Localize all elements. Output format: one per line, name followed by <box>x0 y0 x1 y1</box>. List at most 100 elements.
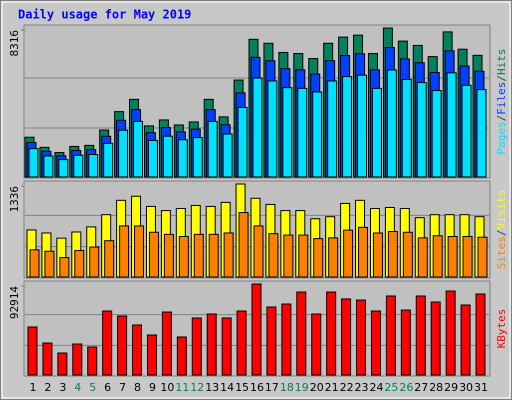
bar <box>415 295 426 376</box>
bar <box>326 291 337 376</box>
bar <box>328 237 339 278</box>
bar <box>236 310 247 376</box>
legend-entry: KBytes <box>495 309 508 349</box>
bar <box>432 235 443 278</box>
bar <box>192 137 203 178</box>
legend-entry: Visits <box>495 190 508 230</box>
chart-title: Daily usage for May 2019 <box>18 8 191 22</box>
bar <box>387 231 398 278</box>
legend-separator: / <box>495 115 508 122</box>
bar <box>132 324 143 376</box>
x-tick-label: 20 <box>310 381 324 394</box>
bar <box>402 231 413 278</box>
bar <box>460 304 471 376</box>
x-tick-label: 10 <box>160 381 174 394</box>
bar <box>385 295 396 376</box>
bar <box>371 87 382 178</box>
x-tick-label: 12 <box>190 381 204 394</box>
bar <box>57 352 68 376</box>
legend-entry: Sites <box>495 236 508 269</box>
x-tick-label: 6 <box>104 381 111 394</box>
bar <box>370 310 381 376</box>
legend-entry: Hits <box>495 49 508 76</box>
x-tick-label: 2 <box>44 381 51 394</box>
bar <box>342 76 353 178</box>
bar <box>297 87 308 178</box>
bar <box>357 74 368 178</box>
bar <box>237 106 248 178</box>
x-tick-label: 15 <box>235 381 249 394</box>
x-tick-label: 17 <box>265 381 279 394</box>
bar <box>251 283 262 376</box>
bar <box>268 233 279 278</box>
bar <box>386 69 397 178</box>
x-tick-label: 3 <box>59 381 66 394</box>
bar <box>343 229 354 278</box>
bar <box>475 293 486 376</box>
bar <box>462 235 473 278</box>
x-tick-label: 28 <box>429 381 443 394</box>
x-tick-label: 8 <box>134 381 141 394</box>
bar <box>148 231 159 278</box>
bar <box>477 236 488 278</box>
bar <box>252 77 263 178</box>
bar <box>445 290 456 376</box>
bar <box>253 225 264 278</box>
bar <box>117 315 128 376</box>
bar <box>222 133 233 178</box>
bar <box>42 342 53 376</box>
x-tick-label: 30 <box>459 381 473 394</box>
x-tick-label: 16 <box>250 381 264 394</box>
bar <box>312 91 323 178</box>
legend-separator: / <box>495 75 508 82</box>
bar <box>207 120 218 178</box>
bar <box>102 310 113 376</box>
bar <box>163 233 174 278</box>
bar <box>446 72 457 178</box>
bar <box>476 89 487 178</box>
bar <box>72 343 83 376</box>
bar <box>29 249 40 278</box>
bar <box>177 139 188 178</box>
x-tick-label: 19 <box>295 381 309 394</box>
bar <box>162 135 173 178</box>
x-tick-label: 14 <box>220 381 234 394</box>
bar <box>356 299 367 376</box>
bar <box>266 306 277 376</box>
bar <box>283 234 294 278</box>
bar <box>206 313 217 376</box>
bar <box>103 142 114 178</box>
bar <box>208 233 219 278</box>
x-tick-label: 29 <box>444 381 458 394</box>
bar <box>447 235 458 278</box>
bar <box>223 232 234 278</box>
bar <box>400 309 411 376</box>
bar <box>193 233 204 278</box>
legend-separator: / <box>495 230 508 237</box>
legend-entry: Files <box>495 82 508 115</box>
x-tick-label: 11 <box>175 381 189 394</box>
x-tick-label: 4 <box>74 381 81 394</box>
legend: KBytes <box>495 309 508 349</box>
x-tick-label: 18 <box>280 381 294 394</box>
y-tick-label: 92914 <box>8 286 21 319</box>
bar <box>161 311 172 376</box>
x-tick-label: 13 <box>205 381 219 394</box>
bar <box>417 237 428 278</box>
bar <box>147 139 158 178</box>
x-tick-label: 26 <box>399 381 413 394</box>
bar <box>27 326 38 376</box>
bar <box>178 235 189 278</box>
bar <box>59 257 70 278</box>
x-tick-label: 21 <box>325 381 339 394</box>
bar <box>311 313 322 376</box>
bar <box>176 336 187 376</box>
bar <box>267 80 278 178</box>
x-tick-label: 27 <box>414 381 428 394</box>
bar <box>28 148 39 178</box>
bar <box>88 154 99 178</box>
bar <box>327 80 338 178</box>
x-tick-label: 1 <box>30 381 37 394</box>
bar <box>313 238 324 278</box>
